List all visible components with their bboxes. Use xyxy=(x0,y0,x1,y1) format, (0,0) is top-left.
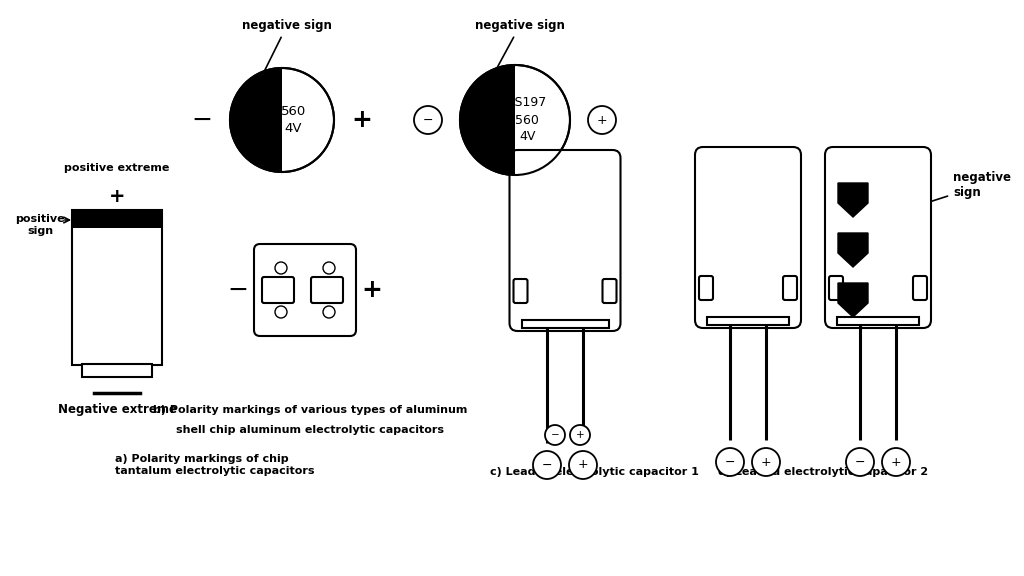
Text: c) Leaded electrolytic capacitor 1: c) Leaded electrolytic capacitor 1 xyxy=(490,467,698,477)
Circle shape xyxy=(414,106,442,134)
Circle shape xyxy=(569,451,597,479)
FancyBboxPatch shape xyxy=(602,279,616,303)
FancyBboxPatch shape xyxy=(699,276,713,300)
Text: 560
4V: 560 4V xyxy=(281,105,306,135)
Text: b) Polarity markings of various types of aluminum: b) Polarity markings of various types of… xyxy=(153,405,467,415)
Text: +: + xyxy=(761,456,771,468)
Text: −: − xyxy=(855,456,865,468)
Text: negative sign: negative sign xyxy=(242,19,332,88)
Polygon shape xyxy=(838,283,868,317)
Bar xyxy=(72,210,162,365)
FancyBboxPatch shape xyxy=(513,279,527,303)
Text: negative
sign: negative sign xyxy=(862,171,1011,225)
Text: −: − xyxy=(191,108,213,132)
Circle shape xyxy=(882,448,910,476)
FancyBboxPatch shape xyxy=(825,147,931,328)
FancyBboxPatch shape xyxy=(829,276,843,300)
Text: Negative extreme: Negative extreme xyxy=(57,404,176,416)
Polygon shape xyxy=(838,183,868,217)
Text: shell chip aluminum electrolytic capacitors: shell chip aluminum electrolytic capacit… xyxy=(176,425,444,435)
Circle shape xyxy=(846,448,874,476)
Text: +: + xyxy=(361,278,382,302)
Text: −: − xyxy=(551,430,559,440)
Text: positive extreme: positive extreme xyxy=(65,163,170,173)
Text: −: − xyxy=(725,456,735,468)
Circle shape xyxy=(323,306,335,318)
Bar xyxy=(521,320,608,328)
FancyBboxPatch shape xyxy=(262,277,294,303)
Text: −: − xyxy=(542,458,552,472)
Circle shape xyxy=(588,106,616,134)
Circle shape xyxy=(460,65,570,175)
Text: +: + xyxy=(891,456,901,468)
Text: positive
sign: positive sign xyxy=(15,214,65,236)
Bar xyxy=(82,364,152,377)
Circle shape xyxy=(570,425,590,445)
FancyBboxPatch shape xyxy=(510,150,621,331)
Bar xyxy=(72,210,162,228)
Bar xyxy=(707,317,790,325)
FancyBboxPatch shape xyxy=(783,276,797,300)
Circle shape xyxy=(716,448,744,476)
Wedge shape xyxy=(460,65,515,175)
Wedge shape xyxy=(230,68,282,172)
FancyBboxPatch shape xyxy=(695,147,801,328)
Circle shape xyxy=(534,451,561,479)
Circle shape xyxy=(230,68,334,172)
Circle shape xyxy=(323,262,335,274)
Bar xyxy=(837,317,919,325)
FancyBboxPatch shape xyxy=(254,244,356,336)
Text: a) Polarity markings of chip
tantalum electrolytic capacitors: a) Polarity markings of chip tantalum el… xyxy=(115,454,314,476)
Text: +: + xyxy=(575,430,585,440)
Text: −: − xyxy=(423,113,433,127)
Text: +: + xyxy=(351,108,373,132)
Text: PS197
560
4V: PS197 560 4V xyxy=(508,97,547,143)
Text: +: + xyxy=(578,458,589,472)
Circle shape xyxy=(545,425,565,445)
Circle shape xyxy=(275,306,287,318)
Text: negative sign: negative sign xyxy=(475,19,565,86)
Circle shape xyxy=(752,448,780,476)
Text: d) Leaded electrolytic capacitor 2: d) Leaded electrolytic capacitor 2 xyxy=(718,467,928,477)
FancyBboxPatch shape xyxy=(913,276,927,300)
Polygon shape xyxy=(838,233,868,267)
Circle shape xyxy=(275,262,287,274)
Text: +: + xyxy=(109,187,125,206)
FancyBboxPatch shape xyxy=(311,277,343,303)
Text: +: + xyxy=(597,113,607,127)
Text: −: − xyxy=(227,278,249,302)
